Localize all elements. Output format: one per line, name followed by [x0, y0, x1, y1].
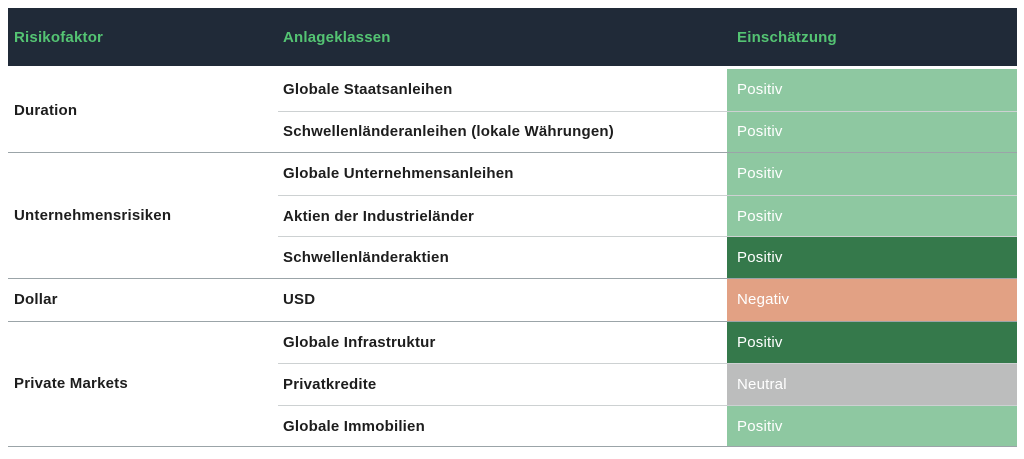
- risk-factor-group: Private Markets Globale Infrastruktur Po…: [8, 320, 1017, 447]
- table-row: Globale Unternehmensanleihen Positiv: [278, 153, 1017, 195]
- table-row: Globale Infrastruktur Positiv: [278, 321, 1017, 364]
- risk-factor-group: Duration Globale Staatsanleihen Positiv …: [8, 69, 1017, 153]
- group-rows: Globale Infrastruktur Positiv Privatkred…: [278, 321, 1017, 447]
- risk-factor-group: Dollar USD Negativ: [8, 277, 1017, 321]
- risk-factor-cell: Unternehmensrisiken: [14, 207, 172, 225]
- assessment-badge: Positiv: [727, 69, 1017, 111]
- table-row: Schwellenländeranleihen (lokale Währunge…: [278, 110, 1017, 153]
- group-rows: Globale Unternehmensanleihen Positiv Akt…: [278, 153, 1017, 278]
- assessment-badge: Positiv: [727, 111, 1017, 153]
- group-rows: Globale Staatsanleihen Positiv Schwellen…: [278, 69, 1017, 153]
- asset-class-cell: USD: [283, 291, 316, 309]
- assessment-badge: Positiv: [727, 321, 1017, 364]
- risk-factor-group: Unternehmensrisiken Globale Unternehmens…: [8, 152, 1017, 278]
- table-header-row: Risikofaktor Anlageklassen Einschätzung: [8, 8, 1017, 66]
- risk-factor-cell: Dollar: [14, 291, 58, 309]
- header-assessment: Einschätzung: [737, 28, 837, 46]
- table-row: USD Negativ: [278, 278, 1017, 321]
- risk-factor-cell: Duration: [14, 102, 78, 120]
- asset-class-cell: Aktien der Industrieländer: [283, 207, 475, 225]
- asset-class-cell: Globale Infrastruktur: [283, 333, 436, 351]
- assessment-badge: Positiv: [727, 195, 1017, 237]
- table-row: Schwellenländeraktien Positiv: [278, 236, 1017, 278]
- asset-class-cell: Globale Staatsanleihen: [283, 81, 453, 99]
- assessment-badge: Positiv: [727, 153, 1017, 195]
- asset-class-cell: Schwellenländeraktien: [283, 249, 449, 267]
- assessment-table: Risikofaktor Anlageklassen Einschätzung …: [8, 8, 1017, 448]
- table-row: Globale Staatsanleihen Positiv: [278, 69, 1017, 111]
- assessment-badge: Negativ: [727, 278, 1017, 321]
- table-row: Globale Immobilien Positiv: [278, 404, 1017, 447]
- asset-class-cell: Schwellenländeranleihen (lokale Währunge…: [283, 123, 614, 141]
- header-asset-classes: Anlageklassen: [283, 28, 391, 46]
- group-rows: USD Negativ: [278, 278, 1017, 321]
- asset-class-cell: Globale Immobilien: [283, 417, 425, 435]
- table-row: Privatkredite Neutral: [278, 363, 1017, 405]
- table-body: Duration Globale Staatsanleihen Positiv …: [8, 69, 1017, 448]
- assessment-badge: Positiv: [727, 237, 1017, 278]
- asset-class-cell: Privatkredite: [283, 375, 377, 393]
- header-risk-factor: Risikofaktor: [14, 28, 104, 46]
- asset-class-cell: Globale Unternehmensanleihen: [283, 165, 514, 183]
- assessment-badge: Neutral: [727, 364, 1017, 405]
- table-row: Aktien der Industrieländer Positiv: [278, 194, 1017, 237]
- assessment-badge: Positiv: [727, 405, 1017, 447]
- risk-factor-cell: Private Markets: [14, 375, 128, 393]
